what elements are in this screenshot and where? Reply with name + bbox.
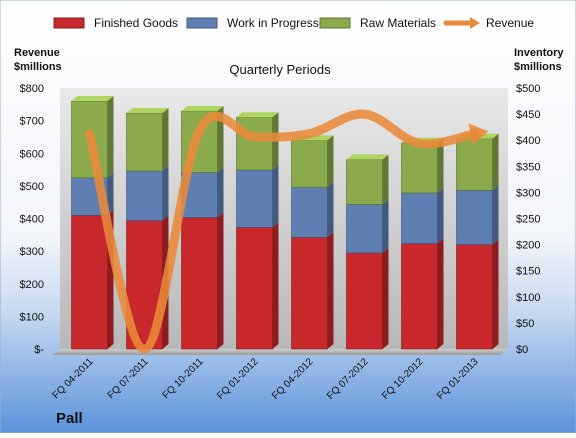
bar-raw-materials-2-top — [181, 105, 224, 111]
bar-raw-materials-5 — [346, 159, 383, 205]
right-tick-6: $300 — [516, 187, 540, 199]
bar-raw-materials-5-side — [382, 154, 389, 205]
bar-raw-materials-6 — [401, 142, 438, 194]
bar-raw-materials-3 — [236, 116, 273, 171]
bar-finished-goods-2 — [181, 217, 218, 350]
right-axis-title-line2: $millions — [514, 61, 562, 73]
bar-finished-goods-7-side — [492, 239, 499, 349]
legend-label-finished-goods: Finished Goods — [94, 16, 178, 30]
bar-raw-materials-7 — [456, 138, 493, 191]
chart-title: Quarterly Periods — [229, 62, 331, 77]
plot-floor — [52, 349, 508, 355]
legend-swatch-raw-materials — [319, 17, 351, 29]
bar-work-in-progress-6 — [401, 192, 438, 244]
legend-label-revenue: Revenue — [486, 16, 534, 30]
revenue-line — [85, 109, 479, 354]
legend-label-raw-materials: Raw Materials — [360, 16, 436, 30]
bar-work-in-progress-7 — [456, 190, 493, 245]
bar-raw-materials-3-top — [236, 112, 279, 118]
legend-arrow-revenue — [470, 17, 480, 29]
right-axis-title-line1: Inventory — [514, 47, 564, 59]
revenue-arrow-head — [468, 123, 489, 146]
left-tick-7: $700 — [20, 116, 44, 128]
bar-work-in-progress-4 — [291, 186, 328, 238]
bar-raw-materials-0-side — [107, 96, 114, 178]
bar-finished-goods-2-side — [217, 212, 224, 349]
bar-raw-materials-1 — [126, 112, 163, 172]
bar-work-in-progress-3-side — [272, 164, 279, 228]
bar-raw-materials-4-side — [327, 135, 334, 188]
bar-raw-materials-5-top — [346, 154, 389, 160]
bar-work-in-progress-1-side — [162, 165, 169, 221]
right-tick-5: $250 — [516, 214, 540, 226]
bar-finished-goods-3 — [236, 227, 273, 350]
right-tick-3: $150 — [516, 266, 540, 278]
legend: Finished Goods Work in Progress Raw Materi… — [53, 16, 534, 30]
bar-raw-materials-6-side — [437, 137, 444, 193]
bar-finished-goods-5-side — [382, 247, 389, 349]
right-tick-8: $400 — [516, 135, 540, 147]
left-tick-8: $800 — [20, 83, 44, 95]
bar-finished-goods-4 — [291, 236, 328, 350]
right-tick-9: $450 — [516, 109, 540, 121]
left-tick-0: $- — [34, 344, 44, 356]
left-tick-3: $300 — [20, 246, 44, 258]
bar-work-in-progress-5-side — [382, 199, 389, 253]
bar-work-in-progress-1 — [126, 170, 163, 221]
right-axis: $0 $50 $100 $150 $200 $250 $300 $350 $400 $450 $50… — [516, 83, 540, 356]
left-axis-title-line1: Revenue — [14, 47, 60, 59]
left-tick-2: $200 — [20, 279, 44, 291]
left-axis-title-line2: $millions — [14, 61, 62, 73]
bar-raw-materials-1-side — [162, 108, 169, 171]
plot-back-wall — [60, 88, 508, 349]
bar-work-in-progress-7-side — [492, 185, 499, 245]
right-tick-4: $200 — [516, 240, 540, 252]
bar-work-in-progress-2-side — [217, 167, 224, 218]
bar-finished-goods-4-side — [327, 232, 334, 349]
bar-raw-materials-4 — [291, 139, 328, 188]
bar-work-in-progress-3 — [236, 169, 273, 228]
bar-finished-goods-5 — [346, 252, 383, 350]
bar-work-in-progress-0-side — [107, 172, 114, 216]
left-axis: $- $100 $200 $300 $400 $500 $600 $700 $800 — [20, 83, 45, 356]
left-tick-4: $400 — [20, 214, 44, 226]
bar-raw-materials-7-side — [492, 133, 499, 191]
bar-finished-goods-6 — [401, 243, 438, 350]
bar-raw-materials-1-top — [126, 108, 169, 114]
bar-work-in-progress-6-side — [437, 187, 444, 244]
bar-work-in-progress-5 — [346, 204, 383, 254]
right-tick-1: $50 — [516, 318, 534, 330]
legend-swatch-work-in-progress — [186, 17, 218, 29]
right-tick-0: $0 — [516, 344, 528, 356]
left-tick-6: $600 — [20, 148, 44, 160]
right-tick-2: $100 — [516, 292, 540, 304]
bar-raw-materials-0-top — [71, 96, 114, 102]
left-tick-5: $500 — [20, 181, 44, 193]
bar-finished-goods-0 — [71, 215, 108, 350]
right-tick-10: $500 — [516, 83, 540, 95]
revenue-line-layer — [85, 109, 489, 354]
bar-finished-goods-6-side — [437, 238, 444, 349]
bar-work-in-progress-4-side — [327, 182, 334, 238]
right-tick-7: $350 — [516, 161, 540, 173]
legend-label-work-in-progress: Work in Progress — [227, 16, 319, 30]
company-name: Pall — [56, 410, 83, 427]
bar-finished-goods-3-side — [272, 222, 279, 349]
bar-finished-goods-7 — [456, 244, 493, 350]
bars-layer — [71, 96, 499, 350]
legend-swatch-finished-goods — [53, 17, 85, 29]
left-tick-1: $100 — [20, 311, 44, 323]
